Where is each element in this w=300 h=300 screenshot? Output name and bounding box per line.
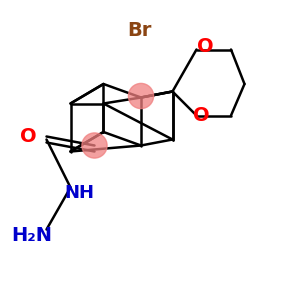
Text: O: O <box>197 37 214 56</box>
Circle shape <box>128 83 154 109</box>
Text: O: O <box>193 106 209 125</box>
Circle shape <box>82 133 107 158</box>
Text: H₂N: H₂N <box>11 226 52 245</box>
Text: O: O <box>20 127 37 146</box>
Text: Br: Br <box>127 20 152 40</box>
Text: NH: NH <box>64 184 94 202</box>
